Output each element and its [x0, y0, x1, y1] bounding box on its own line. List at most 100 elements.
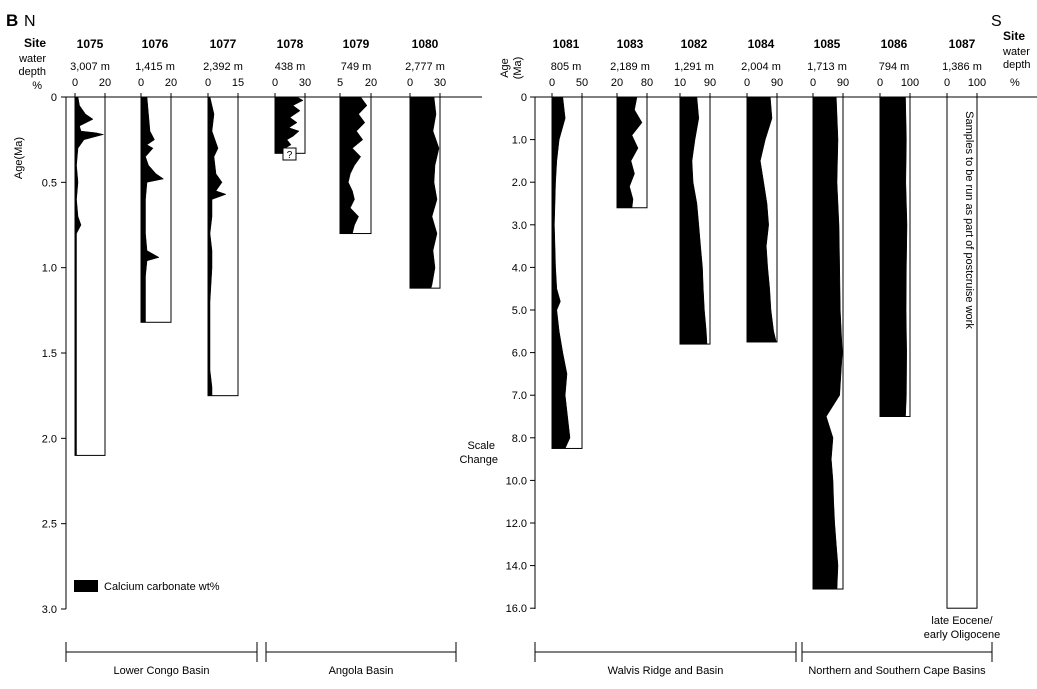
site-depth: 794 m	[879, 61, 910, 73]
legend-swatch	[74, 580, 98, 592]
basin-label: Walvis Ridge and Basin	[608, 665, 724, 677]
right-tick-label: 8.0	[512, 433, 527, 445]
x-tick-label: 0	[407, 77, 413, 89]
x-tick-label: 0	[138, 77, 144, 89]
x-tick-label: 0	[272, 77, 278, 89]
basin-label: Angola Basin	[329, 665, 394, 677]
x-tick-label: 90	[771, 77, 783, 89]
right-tick-label: 12.0	[506, 518, 527, 530]
carbonate-area	[879, 96, 908, 417]
site-number: 1076	[142, 37, 169, 51]
site-1085: 1085 1,713 m 0 90	[807, 37, 849, 590]
basin-bracket: Northern and Southern Cape Basins	[801, 642, 993, 677]
site-frame	[946, 96, 978, 609]
right-tick-label: 0	[521, 92, 527, 104]
right-tick-label: 10.0	[506, 475, 527, 487]
x-tick-label: 0	[205, 77, 211, 89]
site-depth: 1,713 m	[807, 61, 847, 73]
site-number: 1080	[412, 37, 439, 51]
left-tick-label: 1.5	[42, 348, 57, 360]
left-tick-label: 2.0	[42, 433, 57, 445]
site-depth: 438 m	[275, 61, 306, 73]
header-pct-left: %	[32, 80, 42, 92]
basin-bracket: Walvis Ridge and Basin	[534, 642, 797, 677]
header-depth-left-2: depth	[18, 66, 46, 78]
site-number: 1078	[277, 37, 304, 51]
site-1081: 1081 805 m 0 50	[549, 37, 588, 449]
x-tick-label: 80	[641, 77, 653, 89]
left-tick-label: 0	[51, 92, 57, 104]
left-tick-label: 2.5	[42, 519, 57, 531]
carbonate-area	[74, 96, 104, 456]
site-number: 1087	[949, 37, 976, 51]
site-1082: 1082 1,291 m 10 90	[674, 37, 716, 345]
carbonate-area	[746, 96, 777, 343]
site-1080: 1080 2,777 m 0 30	[405, 37, 446, 289]
x-tick-label: 0	[877, 77, 883, 89]
header-pct-right: %	[1010, 77, 1020, 89]
site-depth: 3,007 m	[70, 61, 110, 73]
site-1083: 1083 2,189 m 20 80	[610, 37, 653, 209]
right-tick-label: 16.0	[506, 603, 527, 615]
left-tick-label: 0.5	[42, 177, 57, 189]
site-depth: 2,392 m	[203, 61, 243, 73]
right-tick-label: 1.0	[512, 135, 527, 147]
site-depth: 1,386 m	[942, 61, 982, 73]
right-axis-label-1: Age	[499, 58, 511, 78]
x-tick-label: 20	[365, 77, 377, 89]
scale-change-1: Scale	[467, 440, 495, 452]
right-tick-label: 4.0	[512, 262, 527, 274]
site-depth: 2,189 m	[610, 61, 650, 73]
scale-change-2: Change	[459, 454, 498, 466]
site-1087: 1087 1,386 m 0 100	[942, 37, 986, 609]
right-tick-label: 3.0	[512, 220, 527, 232]
site-depth: 749 m	[341, 61, 372, 73]
site-number: 1084	[748, 37, 775, 51]
site-1079: 1079 749 m 5 20	[337, 37, 377, 235]
header-depth-right-1: water	[1002, 46, 1030, 58]
x-tick-label: 100	[901, 77, 919, 89]
site-number: 1081	[553, 37, 580, 51]
x-tick-label: 90	[704, 77, 716, 89]
site-1084: 1084 2,004 m 0 90	[741, 37, 783, 343]
site-number: 1083	[617, 37, 644, 51]
site-depth: 1,291 m	[674, 61, 714, 73]
x-tick-label: 50	[576, 77, 588, 89]
carbonate-area	[551, 96, 571, 449]
x-tick-label: 20	[165, 77, 177, 89]
site-frame	[74, 96, 106, 456]
site-number: 1085	[814, 37, 841, 51]
x-tick-label: 0	[549, 77, 555, 89]
header-site-left: Site	[24, 36, 46, 50]
legend-label: Calcium carbonate wt%	[104, 581, 220, 593]
x-tick-label: 0	[944, 77, 950, 89]
left-tick-label: 1.0	[42, 263, 57, 275]
uncertain-mark-label: ?	[287, 150, 293, 161]
legend: Calcium carbonate wt%	[74, 580, 220, 593]
site-1075: 1075 3,007 m 0 20	[70, 37, 111, 456]
site-depth: 2,004 m	[741, 61, 781, 73]
carbonate-area	[409, 96, 440, 289]
x-tick-label: 5	[337, 77, 343, 89]
note-bottom-2: early Oligocene	[924, 629, 1000, 641]
site-depth: 2,777 m	[405, 61, 445, 73]
x-tick-label: 0	[72, 77, 78, 89]
x-tick-label: 0	[744, 77, 750, 89]
site-number: 1086	[881, 37, 908, 51]
left-tick-label: 3.0	[42, 604, 57, 616]
header-depth-right-2: depth	[1003, 59, 1031, 71]
carbonate-area	[679, 96, 708, 345]
header-depth-left-1: water	[18, 53, 46, 65]
right-tick-label: 14.0	[506, 561, 527, 573]
x-tick-label: 10	[674, 77, 686, 89]
basin-bracket: Angola Basin	[265, 642, 457, 677]
site-number: 1075	[77, 37, 104, 51]
carbonate-area	[616, 96, 643, 209]
site-1076: 1076 1,415 m 0 20	[135, 37, 177, 323]
left-axis-label: Age(Ma)	[13, 137, 25, 179]
site-depth: 1,415 m	[135, 61, 175, 73]
x-tick-label: 90	[837, 77, 849, 89]
north-label: N	[24, 13, 36, 30]
right-axis-label-2: (Ma)	[512, 57, 524, 80]
site-number: 1077	[210, 37, 237, 51]
